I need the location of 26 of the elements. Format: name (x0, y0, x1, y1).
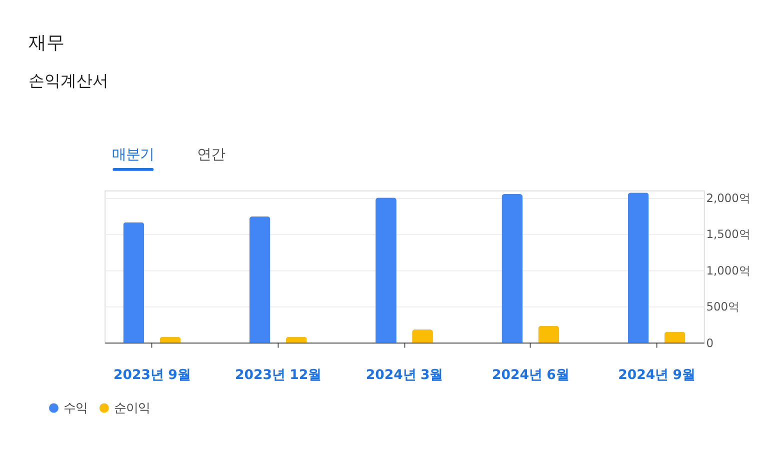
bar (249, 216, 270, 343)
bar (160, 336, 181, 343)
x-tick-label: 2024년 3월 (366, 368, 443, 384)
bar (123, 222, 144, 343)
chart-subtitle: 손익계산서 (28, 70, 109, 90)
bar (538, 326, 560, 343)
legend-label: 순이익 (114, 400, 150, 415)
y-tick-label: 1,000억 (706, 263, 750, 278)
bar (412, 330, 433, 343)
bar (502, 194, 523, 343)
bar (664, 332, 686, 343)
x-tick-label: 2023년 9월 (113, 368, 190, 384)
legend-label: 수익 (64, 400, 88, 415)
text: 연간 (197, 147, 226, 163)
x-tick-label: 2024년 6월 (492, 368, 569, 384)
bar (286, 336, 307, 343)
text: 매분기 (112, 147, 154, 163)
y-tick-label: 1,500억 (706, 227, 750, 242)
x-tick-label: 2023년 12월 (235, 368, 322, 384)
y-tick-label: 2,000억 (706, 190, 750, 205)
bar (376, 198, 396, 343)
x-tick-label: 2024년 9월 (618, 368, 696, 384)
bar (628, 192, 649, 343)
chart-title: 재무 (28, 32, 65, 54)
y-tick-label: 500억 (706, 300, 740, 314)
y-tick-label: 0 (706, 336, 714, 350)
